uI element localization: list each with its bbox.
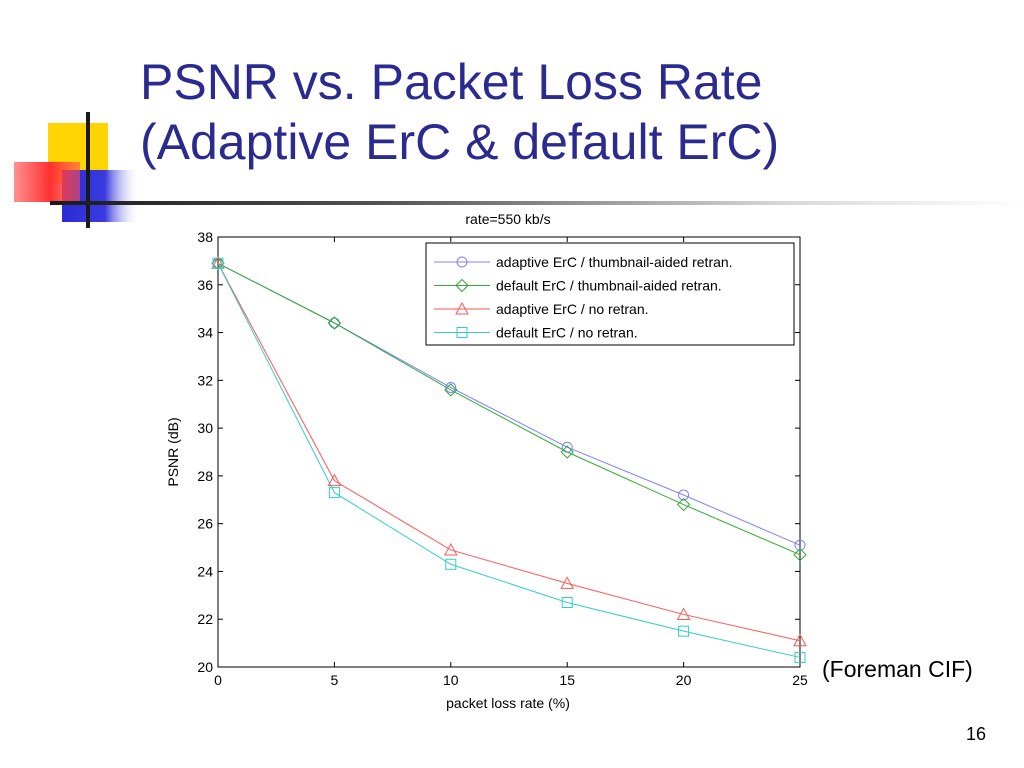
slide-title-line-2: (Adaptive ErC & default ErC) xyxy=(140,114,780,170)
data-point-series-1 xyxy=(678,489,690,501)
chart-title: rate=550 kb/s xyxy=(465,211,550,227)
legend-marker xyxy=(455,278,469,293)
y-tick-label: 20 xyxy=(197,659,213,675)
data-point-series-2 xyxy=(444,383,458,397)
data-point-series-2 xyxy=(676,497,691,512)
y-tick-label: 30 xyxy=(197,420,213,436)
data-point-series-1 xyxy=(794,539,806,551)
series-line-2 xyxy=(217,262,801,556)
y-tick-label: 24 xyxy=(197,563,213,579)
data-point-series-2 xyxy=(560,445,574,459)
series-markers xyxy=(211,256,807,663)
data-point-series-1 xyxy=(445,382,457,393)
plot-frame xyxy=(217,236,801,668)
y-tick-label: 38 xyxy=(197,229,213,245)
y-tick-label: 34 xyxy=(197,325,213,341)
data-point-series-3 xyxy=(560,576,575,589)
legend: adaptive ErC / thumbnail-aided retran. de… xyxy=(425,242,795,346)
deco-red-square xyxy=(14,162,80,202)
legend-marker xyxy=(455,301,469,315)
legend-entry-4: default ErC / no retran. xyxy=(496,325,638,341)
legend-entry-2: default ErC / thumbnail-aided retran. xyxy=(496,278,722,294)
title-rule xyxy=(50,201,1024,205)
data-point-series-1 xyxy=(561,441,573,453)
data-point-series-4 xyxy=(678,625,690,637)
legend-entry-1: adaptive ErC / thumbnail-aided retran. xyxy=(496,254,733,270)
deco-vertical-bar xyxy=(86,112,90,228)
data-point-series-4 xyxy=(328,487,340,499)
x-axis-label: packet loss rate (%) xyxy=(446,695,570,711)
data-point-series-3 xyxy=(443,542,458,556)
legend-marker xyxy=(456,256,468,268)
y-tick-label: 36 xyxy=(197,277,213,293)
data-point-series-2 xyxy=(793,548,807,562)
x-tick-label: 20 xyxy=(676,672,692,688)
x-tick-label: 15 xyxy=(559,672,575,688)
slide-title-line-1: PSNR vs. Packet Loss Rate xyxy=(140,54,763,110)
legend-marker xyxy=(456,327,468,338)
slide-title: PSNR vs. Packet Loss Rate (Adaptive ErC … xyxy=(140,52,779,172)
data-point-series-4 xyxy=(445,558,457,570)
data-point-series-4 xyxy=(212,257,224,269)
x-tick-label: 25 xyxy=(792,672,808,688)
y-axis-label: PSNR (dB) xyxy=(165,417,181,486)
dataset-note: (Foreman CIF) xyxy=(822,656,973,682)
data-point-series-2 xyxy=(327,316,342,330)
x-tick-label: 0 xyxy=(214,672,222,688)
data-point-series-4 xyxy=(561,597,573,608)
data-point-series-3 xyxy=(327,473,342,487)
series-line-4 xyxy=(217,263,801,658)
legend-entry-3: adaptive ErC / no retran. xyxy=(496,301,649,317)
series-line-3 xyxy=(217,263,801,642)
axis-ticks: 0 5 10 15 20 25 20 22 24 26 28 30 32 34 36 38 xyxy=(197,229,808,688)
y-tick-label: 32 xyxy=(197,372,213,388)
decorative-squares xyxy=(14,112,140,228)
data-point-series-4 xyxy=(794,651,806,663)
series-lines xyxy=(217,262,801,658)
data-point-series-2 xyxy=(211,256,225,270)
page-number: 16 xyxy=(966,724,987,744)
x-tick-label: 10 xyxy=(443,672,459,688)
data-point-series-1 xyxy=(328,317,340,329)
data-point-series-3 xyxy=(793,633,807,647)
y-tick-label: 26 xyxy=(197,516,213,532)
y-tick-label: 22 xyxy=(197,611,213,627)
x-tick-label: 5 xyxy=(331,672,339,688)
data-point-series-3 xyxy=(676,607,691,620)
legend-box xyxy=(425,242,795,346)
y-tick-label: 28 xyxy=(197,468,213,484)
